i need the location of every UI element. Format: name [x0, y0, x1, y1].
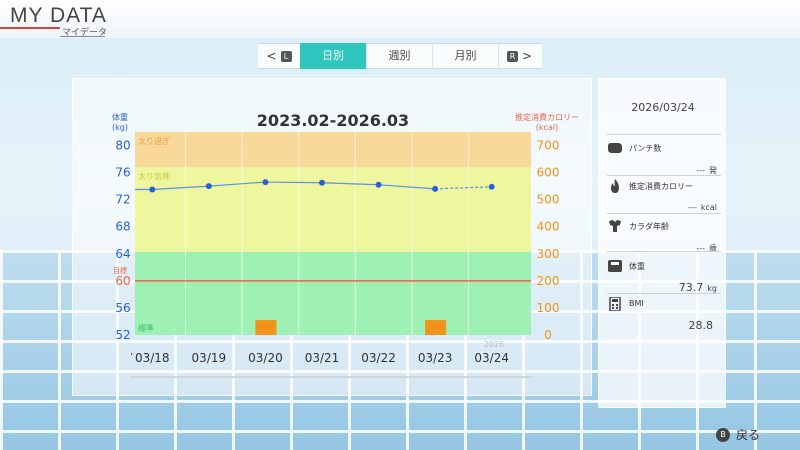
right-tick-label: 400: [537, 220, 560, 234]
left-tick-label: 68: [115, 220, 130, 234]
summary-divider: [607, 293, 721, 294]
chevron-left-icon: <: [266, 49, 277, 63]
left-tick-label: 72: [115, 193, 130, 207]
stat-label: 推定消費カロリー: [629, 182, 693, 191]
tab-weekly[interactable]: 週別: [366, 43, 432, 69]
x-tick-label: 03/18: [135, 351, 170, 365]
stat-bmi: BMI 28.8: [607, 297, 721, 339]
flame-icon: [611, 179, 619, 193]
right-tick-label: 600: [537, 166, 560, 180]
chart-title: 2023.02-2026.03: [257, 111, 409, 130]
summary-divider: [607, 251, 721, 252]
prev-tab-button[interactable]: < L: [258, 43, 300, 69]
left-tick-label: 80: [115, 139, 130, 153]
header-bar: MY DATA マイデータ: [0, 0, 800, 38]
back-label: 戻る: [736, 428, 761, 442]
zone-band: [135, 167, 531, 252]
zone-label: 標準: [138, 323, 154, 333]
left-tick-label: 60: [115, 274, 130, 288]
weight-point: [262, 179, 269, 186]
weight-point: [319, 179, 325, 186]
weight-line-segment: [265, 181, 323, 184]
stat-label: BMI: [629, 299, 644, 308]
b-button-icon: B: [716, 427, 730, 442]
l-button-icon: L: [280, 50, 292, 62]
right-tick-label: 100: [537, 301, 560, 315]
punch-icon: [608, 143, 622, 153]
stat-label: 体重: [629, 262, 645, 271]
year-label: 2026: [484, 340, 504, 349]
next-tab-button[interactable]: R >: [498, 43, 540, 69]
zone-band: [135, 132, 531, 168]
page-subtitle: マイデータ: [62, 28, 108, 38]
weight-line-segment: [435, 186, 492, 190]
left-axis-unit: (kg): [112, 123, 128, 132]
stat-value: --- kcal: [688, 203, 717, 212]
left-tick-label: 56: [115, 301, 130, 315]
scale-icon: [608, 260, 622, 272]
zone-band: [135, 251, 531, 335]
daily-summary-panel: 2026/03/24 パンチ数 --- 発 推定消費カロリー --- kcal カラ…: [598, 78, 726, 408]
weight-line-segment: [152, 185, 209, 191]
weight-point: [375, 181, 382, 188]
right-tick-label: 0: [544, 328, 552, 342]
summary-divider: [607, 175, 721, 176]
x-tick-fragment: ’: [130, 352, 133, 363]
right-tick-label: 700: [537, 139, 560, 153]
stat-value: 73.7 kg: [678, 281, 717, 294]
weight-line-segment: [321, 182, 379, 186]
stat-punch: パンチ数 --- 発: [607, 143, 721, 183]
header-divider: [60, 36, 105, 37]
x-tick-label: 03/19: [192, 351, 227, 365]
zone-label: 太り気味: [138, 171, 170, 181]
summary-date: 2026/03/24: [631, 101, 695, 114]
stat-label: パンチ数: [629, 144, 662, 153]
right-tick-label: 300: [537, 247, 560, 261]
right-tick-label: 200: [537, 274, 560, 288]
x-tick-label: 03/21: [305, 351, 340, 365]
weight-point: [149, 186, 156, 193]
summary-divider: [607, 134, 721, 135]
tab-monthly[interactable]: 月別: [432, 43, 498, 69]
stat-body-age: カラダ年齢 --- 歳: [607, 220, 721, 261]
body-age-icon: [609, 220, 621, 232]
x-tick-label: 03/22: [361, 351, 396, 365]
stat-calories: 推定消費カロリー --- kcal: [607, 179, 721, 221]
r-button-icon: R: [506, 50, 518, 62]
stat-label: カラダ年齢: [629, 222, 669, 231]
period-tabs: < L 日別 週別 月別 R >: [258, 43, 542, 69]
page-title: MY DATA: [10, 4, 107, 27]
weight-point: [488, 183, 495, 190]
left-tick-label: 52: [115, 328, 130, 342]
stat-weight: 体重 73.7 kg: [607, 260, 721, 301]
right-axis-label: 推定消費カロリー: [515, 112, 579, 122]
chevron-right-icon: >: [521, 49, 533, 63]
right-axis-unit: (kcal): [536, 123, 558, 132]
right-tick-label: 500: [537, 193, 560, 207]
target-label: 目標: [113, 266, 127, 275]
stat-value: --- 歳: [696, 244, 717, 253]
calculator-icon: [609, 297, 621, 311]
x-tick-label: 03/20: [248, 351, 283, 365]
weight-point: [205, 183, 212, 190]
summary-divider: [607, 213, 721, 214]
left-axis-label: 体重: [112, 112, 128, 122]
tab-daily[interactable]: 日別: [300, 43, 366, 69]
zone-label: 太り過ぎ: [138, 136, 170, 146]
left-tick-label: 64: [115, 247, 130, 261]
weight-line-segment: [378, 184, 436, 190]
left-tick-label: 76: [115, 166, 130, 180]
back-button[interactable]: B 戻る: [716, 426, 760, 443]
stat-value: 28.8: [688, 319, 714, 332]
x-tick-label: 03/24: [474, 351, 509, 365]
calorie-bar: [425, 320, 447, 335]
header-accent-line: [0, 27, 60, 29]
calorie-bar: [255, 320, 277, 335]
x-tick-label: 03/23: [418, 351, 453, 365]
weight-line-segment: [208, 181, 266, 187]
stat-value: --- 発: [696, 166, 717, 175]
weight-point: [432, 185, 439, 192]
